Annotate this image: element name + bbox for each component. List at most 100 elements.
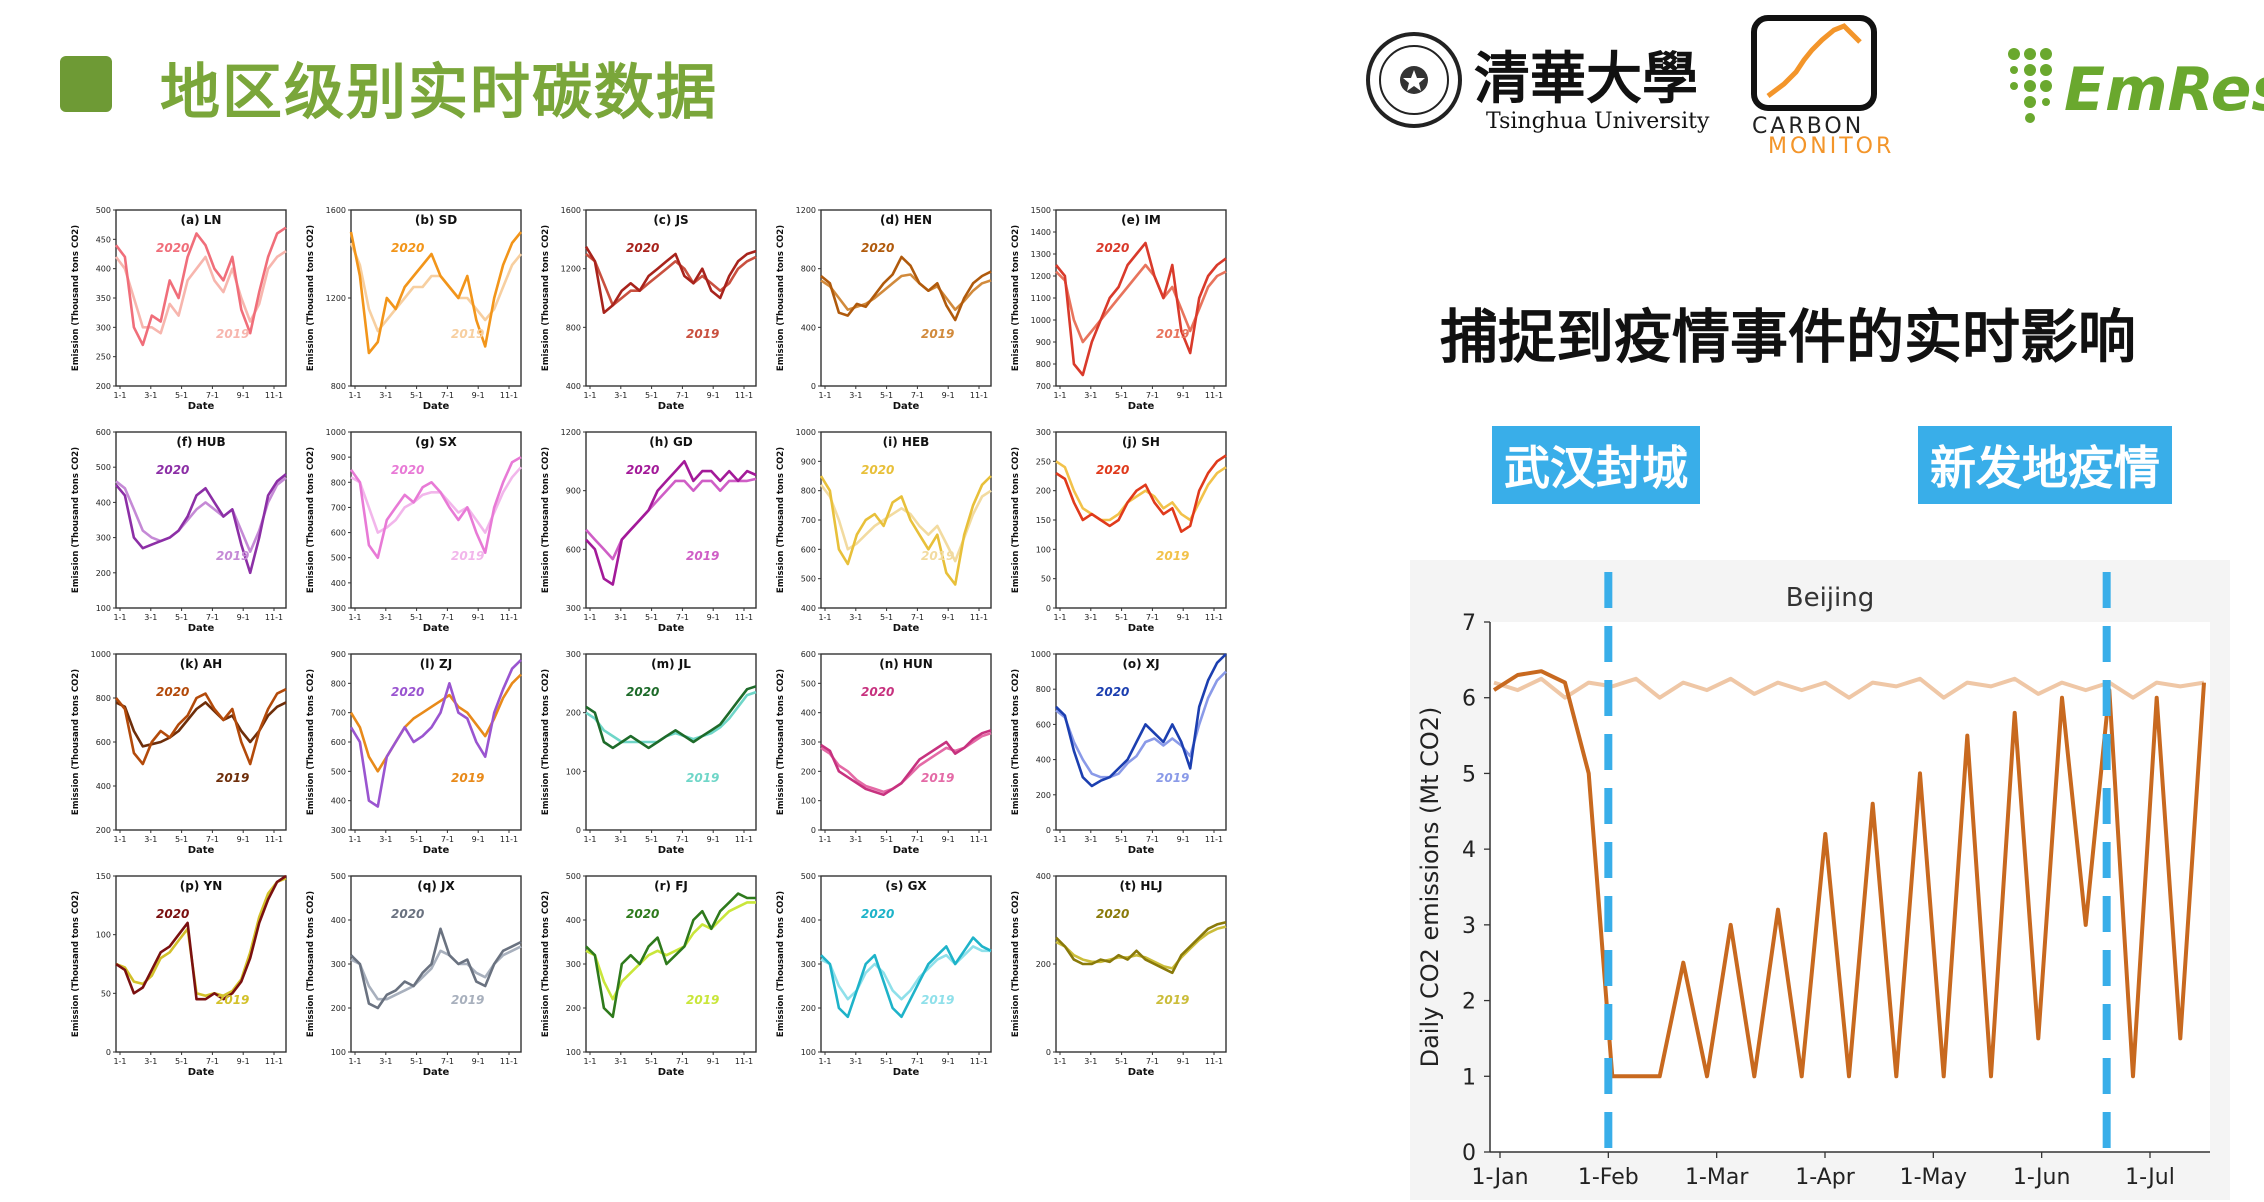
y-tick-label: 400 <box>331 579 346 588</box>
x-axis-label: Date <box>188 1067 215 1078</box>
legend-2020-label: 2020 <box>626 241 659 255</box>
x-tick-label: 1-1 <box>1053 391 1066 400</box>
x-tick-label: 7-1 <box>911 1057 924 1066</box>
x-axis-label: Date <box>1128 845 1155 856</box>
x-tick-label: 1-1 <box>818 613 831 622</box>
y-axis-label: Emission (Thousand tons CO2) <box>1011 669 1021 815</box>
y-tick-label: 1200 <box>326 294 346 303</box>
x-tick-label: 11-1 <box>265 1057 283 1066</box>
beijing-x-tick-label: 1-Mar <box>1685 1165 1749 1190</box>
y-tick-label: 800 <box>566 323 581 332</box>
y-tick-label: 400 <box>566 916 581 925</box>
y-axis-label: Emission (Thousand tons CO2) <box>71 891 81 1037</box>
x-tick-label: 7-1 <box>1146 391 1159 400</box>
series-line-2019 <box>1055 670 1227 779</box>
y-axis-label: Emission (Thousand tons CO2) <box>1011 891 1021 1037</box>
beijing-y-tick-label: 6 <box>1462 687 1476 712</box>
y-tick-label: 0 <box>1046 604 1051 613</box>
x-tick-label: 9-1 <box>237 391 250 400</box>
y-tick-label: 100 <box>801 1048 816 1057</box>
legend-2019-label: 2019 <box>1156 327 1189 341</box>
x-axis-label: Date <box>188 623 215 634</box>
plot-frame <box>350 653 522 831</box>
x-tick-label: 3-1 <box>144 835 157 844</box>
y-tick-label: 100 <box>566 1048 581 1057</box>
y-axis-label: Emission (Thousand tons CO2) <box>306 669 316 815</box>
x-tick-label: 5-1 <box>1115 1057 1128 1066</box>
beijing-x-tick-label: 1-Apr <box>1795 1165 1855 1190</box>
legend-2020-label: 2020 <box>861 907 894 921</box>
y-tick-label: 500 <box>96 463 111 472</box>
beijing-y-tick-label: 1 <box>1462 1065 1476 1090</box>
plot-frame <box>820 653 992 831</box>
series-line-2020 <box>1055 653 1227 788</box>
y-tick-label: 700 <box>801 516 816 525</box>
x-tick-label: 5-1 <box>645 835 658 844</box>
x-tick-label: 5-1 <box>410 1057 423 1066</box>
x-tick-label: 9-1 <box>472 1057 485 1066</box>
legend-2019-label: 2019 <box>686 549 719 563</box>
x-tick-label: 5-1 <box>410 391 423 400</box>
tsinghua-seal-icon <box>1366 32 1462 128</box>
x-tick-label: 5-1 <box>175 1057 188 1066</box>
panel-title: (s) GX <box>885 879 927 893</box>
x-tick-label: 5-1 <box>880 835 893 844</box>
legend-2020-label: 2020 <box>391 241 424 255</box>
tsinghua-en-name: Tsinghua University <box>1486 109 1710 134</box>
x-tick-label: 9-1 <box>472 613 485 622</box>
y-axis-label: Emission (Thousand tons CO2) <box>306 225 316 371</box>
x-tick-label: 7-1 <box>206 613 219 622</box>
panel-title: (i) HEB <box>883 435 930 449</box>
legend-2019-label: 2019 <box>451 993 484 1007</box>
chart-panel: 0 50 100 150 200 250 300 1-1 3-1 5-1 7-1 9-1 11-1 Dat… <box>1011 428 1227 634</box>
y-tick-label: 200 <box>1036 487 1051 496</box>
x-tick-label: 11-1 <box>500 1057 518 1066</box>
legend-2020-label: 2020 <box>861 463 894 477</box>
y-axis-label: Emission (Thousand tons CO2) <box>306 891 316 1037</box>
y-tick-label: 400 <box>801 323 816 332</box>
series-line-2020 <box>1055 920 1227 975</box>
y-tick-label: 0 <box>811 382 816 391</box>
panel-title: (p) YN <box>180 879 222 893</box>
y-tick-label: 250 <box>1036 457 1051 466</box>
y-tick-label: 900 <box>566 487 581 496</box>
y-tick-label: 600 <box>1036 720 1051 729</box>
slide-subtitle: 捕捉到疫情事件的实时影响 <box>1440 303 2137 371</box>
x-tick-label: 1-1 <box>583 1057 596 1066</box>
x-tick-label: 11-1 <box>735 391 753 400</box>
series-line-2020 <box>584 246 757 314</box>
x-axis-label: Date <box>423 845 450 856</box>
x-tick-label: 11-1 <box>970 613 988 622</box>
y-tick-label: 400 <box>801 916 816 925</box>
series-line-2020 <box>349 658 522 808</box>
y-tick-label: 1300 <box>1031 250 1051 259</box>
y-tick-label: 1000 <box>1031 650 1051 659</box>
x-tick-label: 11-1 <box>970 391 988 400</box>
y-tick-label: 300 <box>566 604 581 613</box>
y-tick-label: 500 <box>331 767 346 776</box>
x-tick-label: 1-1 <box>348 1057 361 1066</box>
y-tick-label: 400 <box>331 797 346 806</box>
x-tick-label: 3-1 <box>614 1057 627 1066</box>
y-tick-label: 400 <box>96 265 111 274</box>
series-line-2020 <box>114 688 287 766</box>
chart-panel: 300 400 500 600 700 800 900 1-1 3-1 5-1 7-1 9-1 11-1… <box>306 650 522 856</box>
y-tick-label: 800 <box>801 265 816 274</box>
chart-panel: 200 250 300 350 400 450 500 1-1 3-1 5-1 7-1 9-1 11-1… <box>71 206 287 412</box>
event-tag-xinfadi-outbreak: 新发地疫情 <box>1918 426 2172 504</box>
plot-frame <box>820 209 992 387</box>
panel-title: (b) SD <box>415 213 457 227</box>
y-tick-label: 300 <box>1036 428 1051 437</box>
beijing-x-tick-label: 1-Jun <box>2013 1165 2071 1190</box>
legend-2019-label: 2019 <box>921 993 954 1007</box>
y-tick-label: 100 <box>331 1048 346 1057</box>
series-line-2019 <box>115 476 287 553</box>
series-line-2020 <box>350 927 522 1010</box>
emres-dots-icon <box>2008 48 2052 123</box>
x-axis-label: Date <box>658 845 685 856</box>
x-tick-label: 11-1 <box>735 613 753 622</box>
legend-2019-label: 2019 <box>216 549 249 563</box>
x-tick-label: 1-1 <box>818 1057 831 1066</box>
x-axis-label: Date <box>1128 1067 1155 1078</box>
